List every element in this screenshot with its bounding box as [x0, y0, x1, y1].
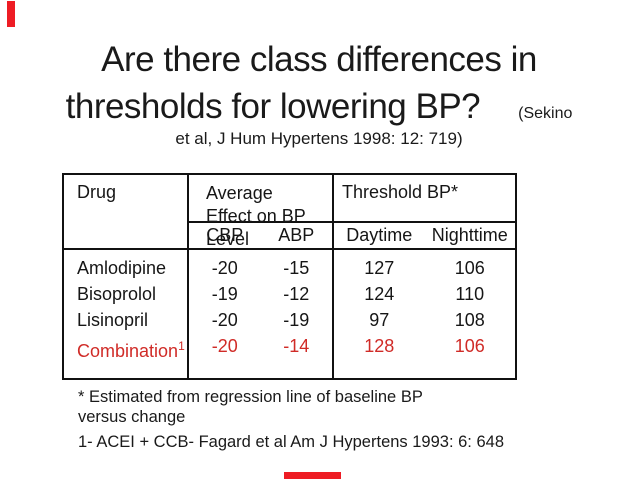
table-row-threshold: 127 106	[364, 258, 485, 278]
table-row-effect: -19 -12	[211, 284, 310, 304]
top-accent-bar	[7, 1, 15, 27]
footnote-numbered: 1- ACEI + CCB- Fagard et al Am J Hyperte…	[78, 433, 505, 451]
table-row-threshold: 124 110	[364, 284, 485, 304]
table-row-threshold-combination: 128 106	[364, 336, 485, 356]
citation-line: et al, J Hum Hypertens 1998: 12: 719)	[175, 129, 463, 148]
title-line-1: Are there class differences in	[101, 40, 537, 79]
subheader-threshold: Daytime Nighttime	[334, 223, 515, 250]
data-table: Drug Average Effect on BP Level Threshol…	[62, 173, 517, 380]
drug-name-combination: Combination1	[77, 339, 185, 361]
table-row-effect-combination: -20 -14	[211, 336, 310, 356]
threshold-column: 127 106 124 110 97 108 128 106	[334, 250, 515, 378]
drug-name: Lisinopril	[77, 310, 149, 330]
drug-name: Bisoprolol	[77, 284, 157, 304]
header-average-effect: Average Effect on BP Level	[189, 175, 334, 249]
title-line-2-text: thresholds for lowering BP?	[65, 87, 481, 126]
subheader-daytime: Daytime	[346, 225, 413, 245]
subheader-nighttime: Nighttime	[431, 225, 508, 245]
combination-footnote-marker: 1	[178, 339, 185, 353]
subheader-effect: CBP ABP	[189, 223, 334, 250]
drug-column: Amlodipine Bisoprolol Lisinopril Combina…	[64, 250, 189, 378]
table-row-effect: -20 -19	[211, 310, 310, 330]
slide-title: Are there class differences in threshold…	[0, 36, 638, 137]
header-drug: Drug	[64, 175, 189, 250]
footnote-asterisk: * Estimated from regression line of base…	[78, 388, 423, 426]
title-ref-suffix: (Sekino	[518, 105, 573, 122]
table-row-effect: -20 -15	[211, 258, 310, 278]
drug-name: Amlodipine	[77, 258, 167, 278]
header-threshold-bp: Threshold BP*	[334, 175, 515, 223]
title-line-2: thresholds for lowering BP? (Sekino	[0, 83, 638, 137]
bottom-accent-bar	[284, 472, 341, 479]
subheader-cbp: CBP	[206, 225, 244, 245]
table-row-threshold: 97 108	[369, 310, 485, 330]
effect-column: -20 -15 -19 -12 -20 -19 -20 -14	[189, 250, 334, 378]
subheader-abp: ABP	[278, 225, 315, 245]
